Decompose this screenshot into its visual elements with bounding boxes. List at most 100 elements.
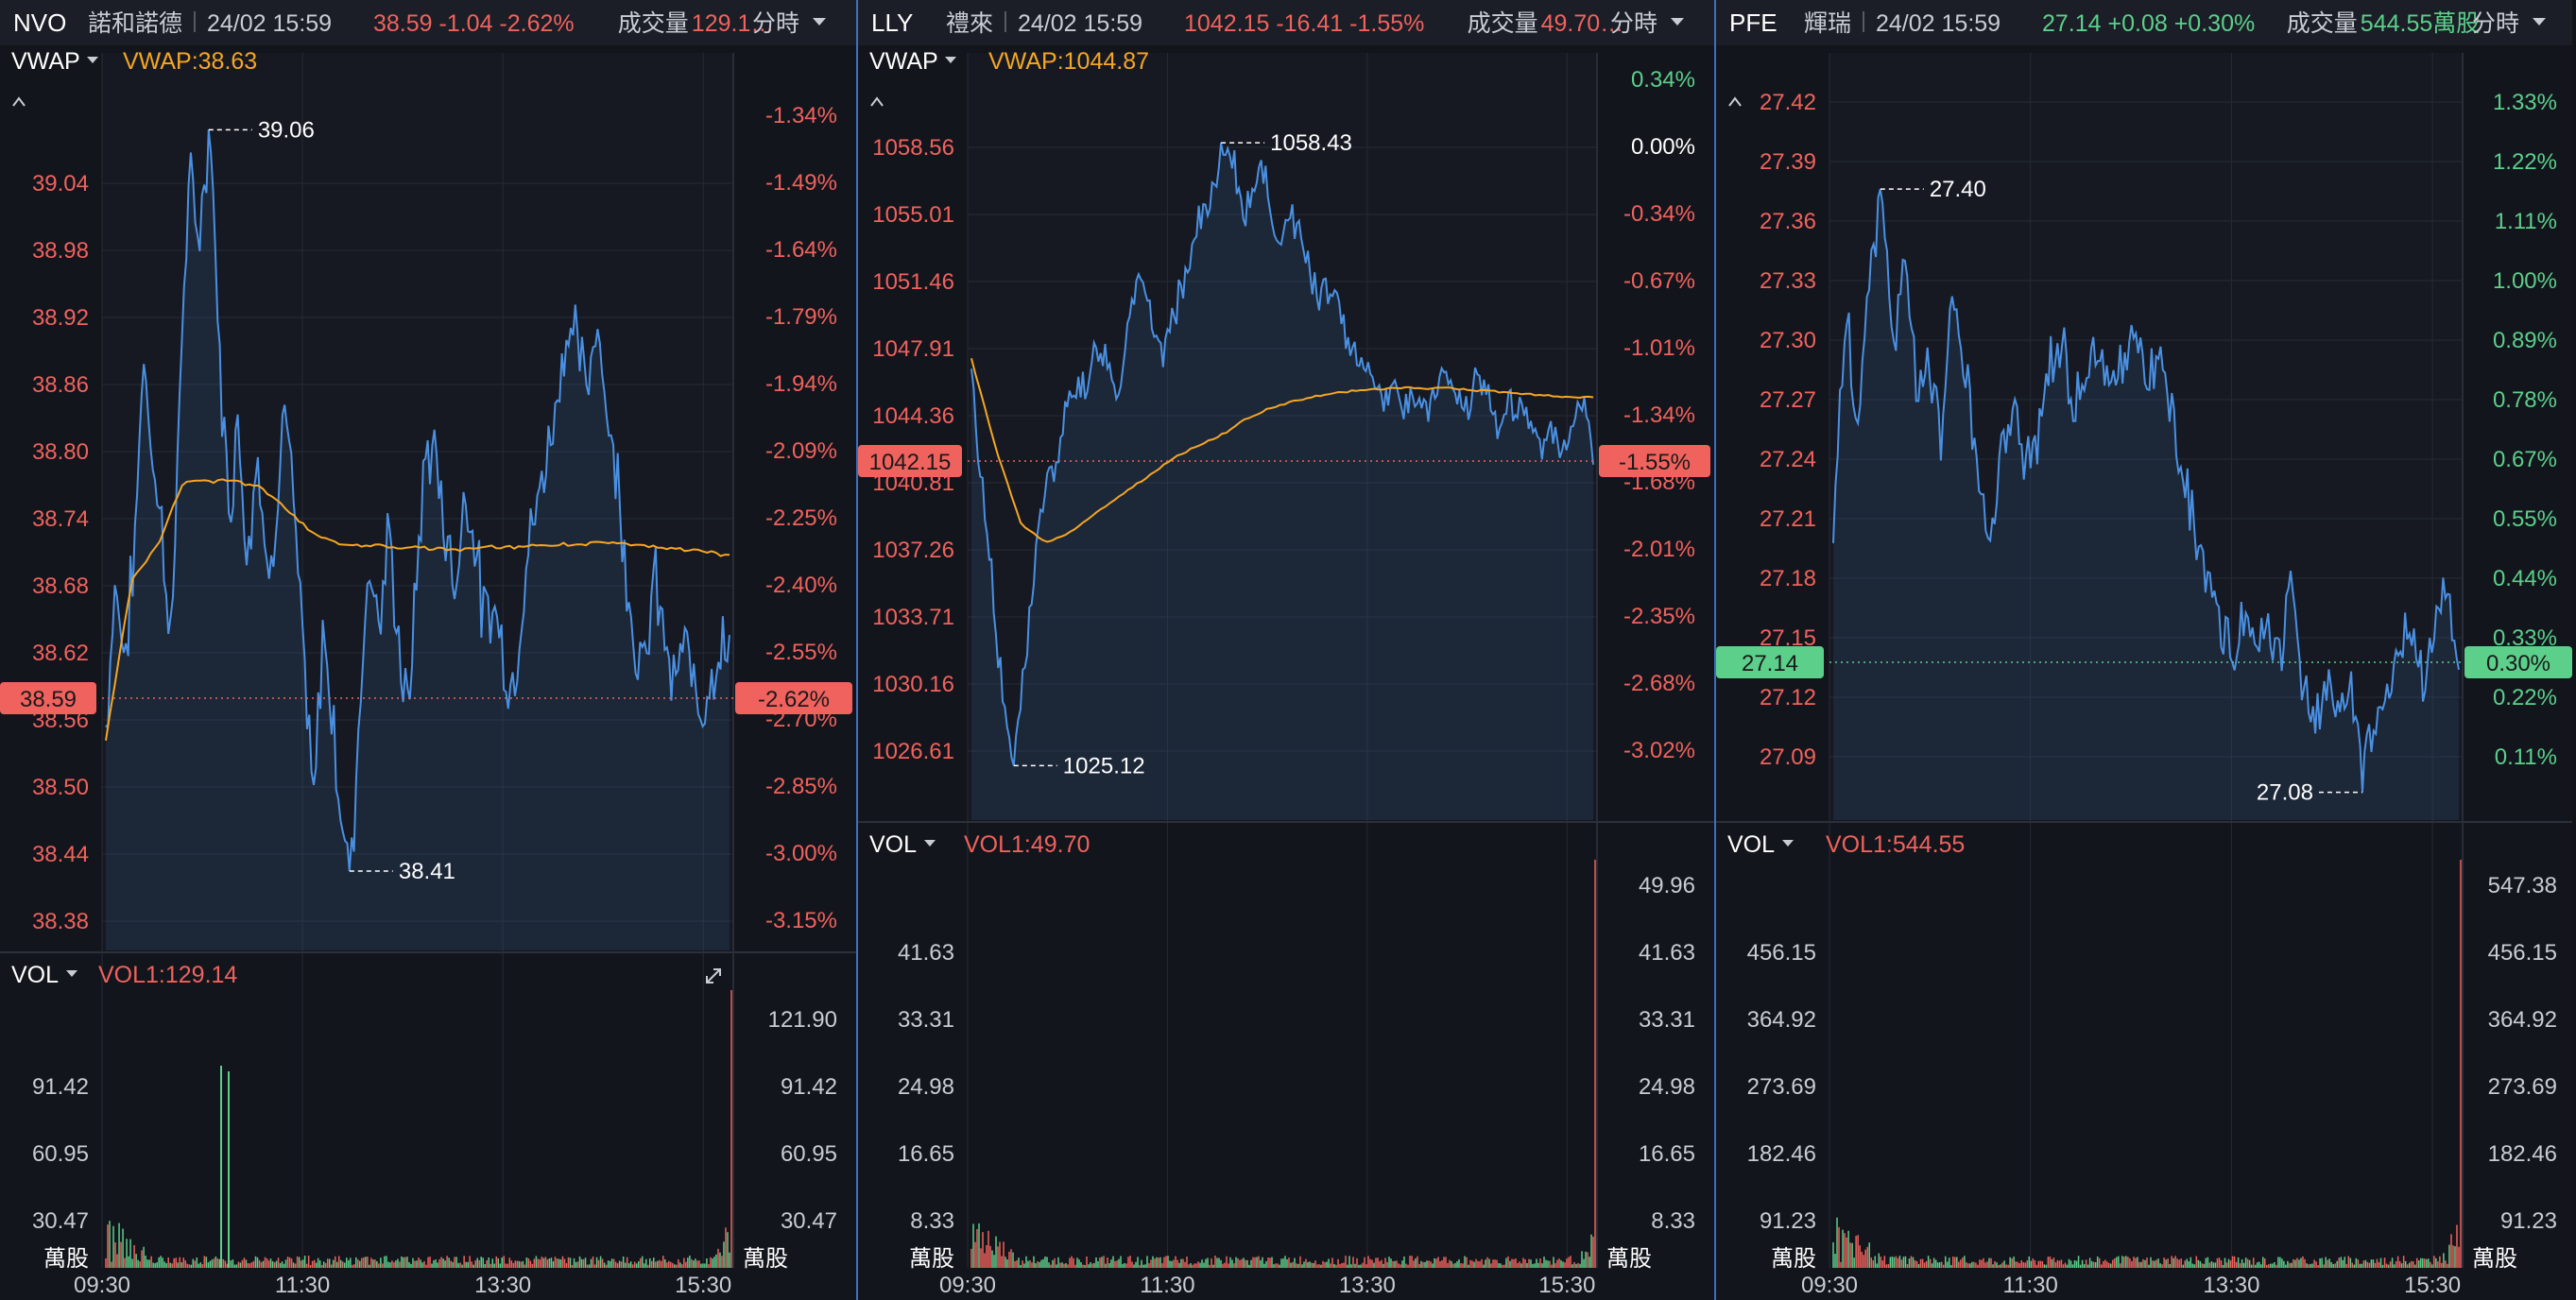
chevron-down-icon[interactable]: [813, 18, 826, 26]
y-pct-tick-label: 0.34%: [1631, 67, 1695, 93]
x-tick-label: 15:30: [2404, 1273, 2461, 1298]
y-pct-tick-label: -2.09%: [765, 438, 837, 464]
x-tick-label: 09:30: [74, 1273, 130, 1298]
price-area-fill: [971, 143, 1593, 821]
current-pct-badge: [1599, 445, 1710, 477]
vol-tick-label: 16.65: [1639, 1141, 1695, 1167]
current-pct-badge-label: -1.55%: [1619, 450, 1691, 475]
low-label: 38.41: [399, 859, 455, 884]
vol-tick-label: 182.46: [2488, 1141, 2557, 1167]
price-change-label: 1042.15 -16.41 -1.55%: [1184, 10, 1424, 37]
vol-selector[interactable]: VOL: [1727, 831, 1775, 858]
high-label: 27.40: [1930, 177, 1986, 202]
y-pct-tick-label: 0.67%: [2493, 447, 2557, 472]
volume-value: 544.55萬股: [2361, 10, 2480, 37]
x-tick-label: 15:30: [675, 1273, 731, 1298]
expand-icon[interactable]: [706, 968, 721, 984]
y-tick-label: 27.33: [1760, 268, 1816, 294]
y-tick-label: 1030.16: [872, 672, 954, 697]
chevron-down-icon[interactable]: [1671, 18, 1684, 26]
vol-unit-label: 萬股: [743, 1246, 788, 1272]
y-tick-label: 1055.01: [872, 202, 954, 228]
vol-tick-label: 30.47: [32, 1208, 89, 1234]
y-tick-label: 27.39: [1760, 149, 1816, 175]
panel-divider[interactable]: [856, 0, 858, 1300]
vol-tick-label: 456.15: [1747, 940, 1816, 966]
vol-tick-label: 24.98: [1639, 1074, 1695, 1100]
panel-divider[interactable]: [1714, 0, 1716, 1300]
chevron-down-icon[interactable]: [924, 840, 936, 847]
y-tick-label: 1058.56: [872, 135, 954, 161]
vol-value: VOL1:544.55: [1826, 831, 1965, 858]
chevron-down-icon[interactable]: [945, 57, 956, 63]
indicator-selector[interactable]: VWAP: [869, 48, 938, 75]
y-tick-label: 27.18: [1760, 566, 1816, 591]
y-tick-label: 27.09: [1760, 744, 1816, 770]
company-name: 諾和諾德: [88, 10, 182, 37]
mode-selector[interactable]: 分時: [1610, 10, 1657, 37]
panel-nvo: NVO 諾和諾德 24/02 15:59 38.59 -1.04 -2.62% 成交量 1…: [0, 0, 856, 1300]
vol-tick-label: 182.46: [1747, 1141, 1816, 1167]
collapse-icon[interactable]: [870, 96, 884, 107]
current-price-badge-label: 27.14: [1742, 651, 1798, 676]
vwap-line: [970, 358, 1594, 543]
company-name: 禮來: [946, 10, 993, 37]
high-label: 1058.43: [1270, 130, 1352, 156]
y-pct-tick-label: -1.34%: [1623, 402, 1695, 428]
datetime-label: 24/02 15:59: [207, 10, 332, 37]
y-tick-label: 38.80: [32, 439, 89, 465]
y-tick-label: 1044.36: [872, 403, 954, 429]
current-pct-badge-label: -2.62%: [758, 687, 830, 712]
chevron-down-icon[interactable]: [1782, 840, 1794, 847]
y-pct-tick-label: -2.68%: [1623, 671, 1695, 696]
chevron-down-icon[interactable]: [66, 970, 77, 977]
y-tick-label: 1033.71: [872, 605, 954, 630]
mode-selector[interactable]: 分時: [2472, 10, 2519, 37]
chevron-down-icon[interactable]: [87, 57, 98, 63]
y-pct-tick-label: -2.85%: [765, 774, 837, 799]
y-pct-tick-label: 1.22%: [2493, 149, 2557, 175]
y-pct-tick-label: -2.01%: [1623, 537, 1695, 562]
y-pct-tick-label: -1.01%: [1623, 335, 1695, 361]
vol-selector[interactable]: VOL: [11, 962, 59, 988]
current-price-badge-label: 1042.15: [869, 450, 952, 475]
mode-selector[interactable]: 分時: [752, 10, 799, 37]
vol-tick-label: 60.95: [781, 1141, 837, 1167]
y-pct-tick-label: -2.25%: [765, 505, 837, 531]
vol-tick-label: 91.23: [2500, 1208, 2557, 1234]
y-tick-label: 38.38: [32, 909, 89, 934]
y-tick-label: 38.92: [32, 305, 89, 331]
vol-tick-label: 41.63: [1639, 940, 1695, 966]
header-bar: [858, 0, 1714, 45]
y-pct-tick-label: 0.00%: [1631, 134, 1695, 160]
panel-pfe: PFE 輝瑞 24/02 15:59 27.14 +0.08 +0.30% 成交量 544…: [1716, 0, 2572, 1300]
y-tick-label: 1037.26: [872, 538, 954, 563]
plot-area: [1829, 53, 2463, 820]
y-tick-label: 27.12: [1760, 685, 1816, 710]
volume-label: 成交量: [1468, 10, 1538, 37]
price-line: [970, 142, 1594, 766]
y-pct-tick-label: 0.78%: [2493, 387, 2557, 413]
vol-tick-label: 273.69: [1747, 1074, 1816, 1100]
collapse-icon[interactable]: [1728, 96, 1742, 107]
y-tick-label: 38.50: [32, 775, 89, 800]
y-pct-tick-label: -2.40%: [765, 573, 837, 598]
collapse-icon[interactable]: [12, 96, 26, 107]
vol-tick-label: 33.31: [898, 1007, 954, 1033]
indicator-selector[interactable]: VWAP: [11, 48, 80, 75]
price-change-label: 27.14 +0.08 +0.30%: [2042, 10, 2255, 37]
symbol-label: NVO: [13, 9, 66, 37]
symbol-label: LLY: [871, 9, 913, 37]
x-tick-label: 13:30: [474, 1273, 531, 1298]
price-change-label: 38.59 -1.04 -2.62%: [373, 10, 575, 37]
y-pct-tick-label: -3.15%: [765, 908, 837, 933]
low-label: 27.08: [2257, 780, 2313, 806]
vwap-value: VWAP:1044.87: [988, 48, 1149, 75]
vol-tick-label: 547.38: [2488, 873, 2557, 898]
y-tick-label: 38.98: [32, 238, 89, 264]
y-tick-label: 27.24: [1760, 447, 1816, 472]
price-line: [1832, 188, 2460, 793]
vol-selector[interactable]: VOL: [869, 831, 917, 858]
vol-tick-label: 91.42: [32, 1074, 89, 1100]
chevron-down-icon[interactable]: [2533, 18, 2546, 26]
